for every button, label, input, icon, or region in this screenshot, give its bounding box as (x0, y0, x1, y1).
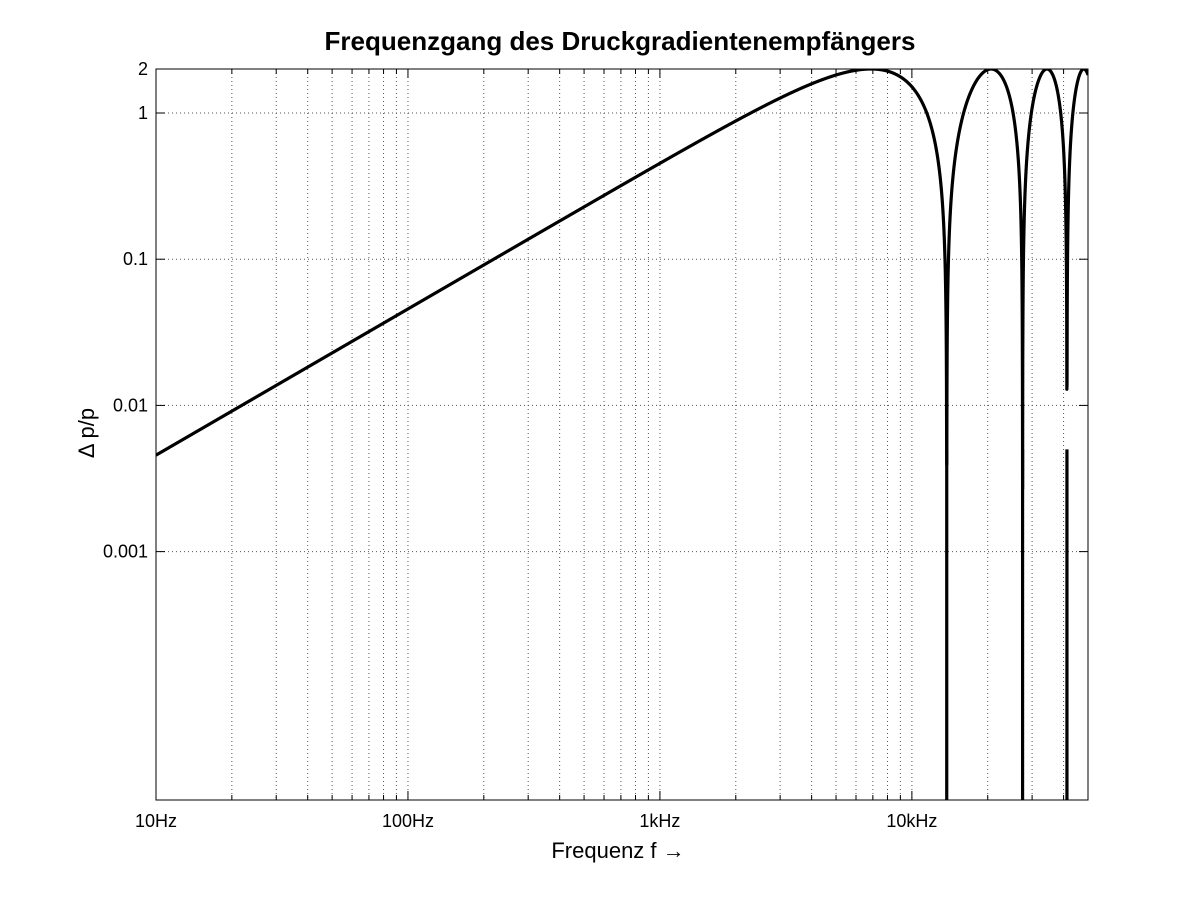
y-tick-label: 0.1 (123, 249, 148, 269)
y-tick-label: 0.01 (113, 395, 148, 415)
series-line (156, 69, 1088, 491)
series-group (156, 69, 1088, 800)
y-axis-label: Δ p/p (74, 408, 99, 458)
plot-area-frame (155, 68, 1089, 801)
x-tick-label: 10kHz (886, 811, 937, 831)
x-tick-label: 10Hz (135, 811, 177, 831)
y-tick-label: 0.001 (103, 542, 148, 562)
y-tick-label: 1 (138, 103, 148, 123)
chart-title: Frequenzgang des Druckgradientenempfänge… (325, 26, 916, 56)
x-tick-label: 1kHz (639, 811, 680, 831)
x-axis-label: Frequenz f → (551, 838, 684, 863)
plot-frame (155, 68, 1089, 801)
y-tick-label: 2 (138, 59, 148, 79)
x-tick-label: 100Hz (382, 811, 434, 831)
tick-labels: 2 1 0.1 0.01 0.001 10Hz 100Hz 1kHz 10kHz (103, 59, 937, 831)
ticks (156, 68, 1088, 800)
